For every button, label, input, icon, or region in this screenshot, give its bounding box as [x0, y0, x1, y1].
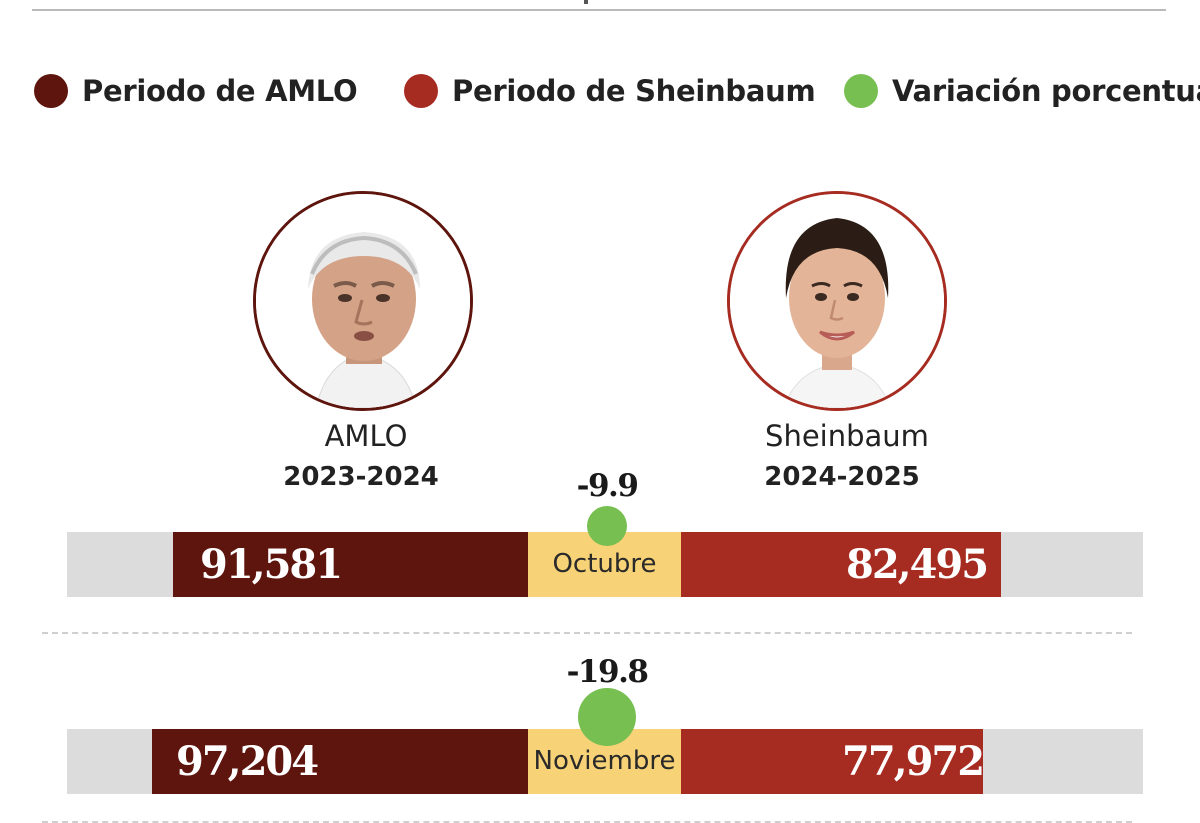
amlo-portrait — [253, 191, 473, 411]
sheinbaum-period: 2024-2025 — [764, 462, 920, 492]
sheinbaum-portrait-drawing — [730, 194, 944, 408]
legend-label-amlo: Periodo de AMLO — [82, 74, 358, 108]
legend-item-sheinbaum: Periodo de Sheinbaum — [404, 71, 816, 111]
value-sheinbaum-noviembre: 77,972 — [842, 738, 985, 785]
legend-dot-amlo — [34, 74, 68, 108]
amlo-portrait-drawing — [256, 194, 470, 408]
amlo-period: 2023-2024 — [283, 462, 439, 492]
bar-amlo-noviembre — [152, 729, 528, 794]
value-amlo-noviembre: 97,204 — [176, 738, 319, 785]
bar-sheinbaum-octubre — [681, 532, 1001, 597]
bar-amlo-octubre — [173, 532, 528, 597]
variation-label-noviembre: -19.8 — [566, 654, 649, 690]
legend-dot-variation — [844, 74, 878, 108]
legend-label-variation: Variación porcentual — [892, 74, 1200, 108]
variation-dot-noviembre — [578, 688, 636, 746]
month-octubre: Octubre — [528, 532, 681, 597]
top-rule — [32, 9, 1166, 11]
sheinbaum-portrait — [727, 191, 947, 411]
legend-item-amlo: Periodo de AMLO — [34, 71, 358, 111]
bar-sheinbaum-noviembre — [681, 729, 983, 794]
sheinbaum-name: Sheinbaum — [765, 419, 929, 453]
legend-dot-sheinbaum — [404, 74, 438, 108]
legend-item-variation: Variación porcentual — [844, 71, 1200, 111]
value-sheinbaum-octubre: 82,495 — [846, 541, 989, 588]
row-separator — [42, 632, 1132, 634]
row-separator-bottom — [42, 821, 1132, 823]
variation-label-octubre: -9.9 — [576, 468, 639, 504]
top-rule-tick — [584, 0, 588, 4]
value-amlo-octubre: 91,581 — [200, 541, 343, 588]
variation-dot-octubre — [587, 506, 627, 546]
legend-label-sheinbaum: Periodo de Sheinbaum — [452, 74, 816, 108]
amlo-name: AMLO — [324, 419, 408, 453]
